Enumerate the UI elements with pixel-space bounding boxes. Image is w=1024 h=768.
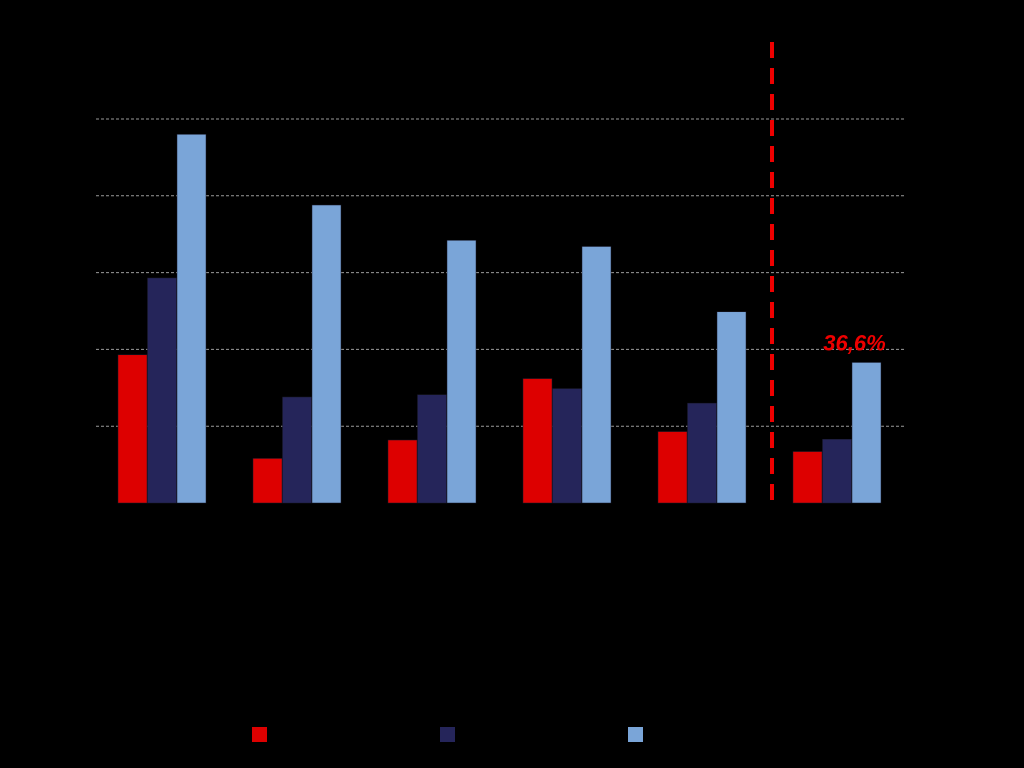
bar — [657, 431, 688, 504]
bar — [147, 277, 177, 504]
gridlines — [96, 118, 905, 427]
bar — [311, 204, 342, 504]
bar — [252, 458, 283, 504]
bar — [117, 354, 148, 504]
bars — [117, 134, 882, 504]
bar — [687, 402, 717, 504]
bar — [282, 396, 312, 504]
bar — [581, 246, 612, 504]
bar — [822, 439, 852, 504]
bar — [387, 439, 418, 504]
data-label-annotation: 36,6% — [823, 330, 885, 355]
bar — [417, 394, 447, 504]
bar — [851, 362, 882, 504]
bar — [176, 134, 207, 504]
bar — [552, 388, 582, 504]
bar — [522, 378, 553, 504]
bar — [792, 451, 823, 504]
bar — [446, 240, 477, 504]
bar — [716, 311, 747, 504]
